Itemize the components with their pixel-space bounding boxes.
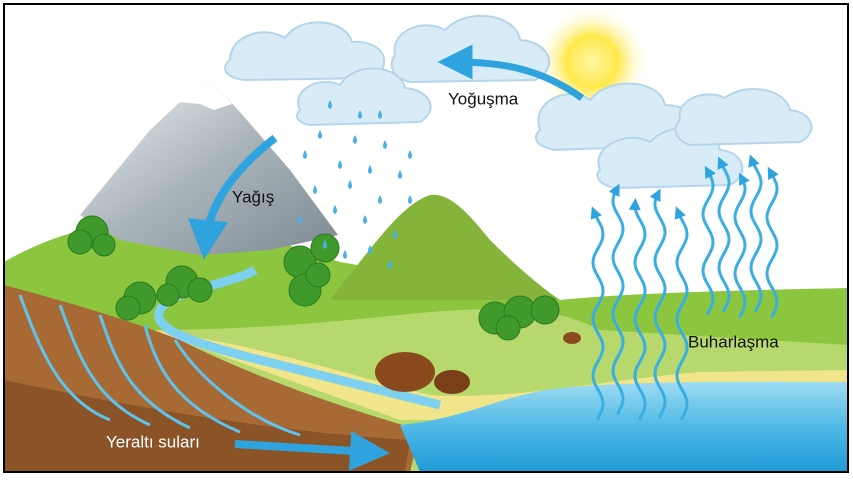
raindrop xyxy=(408,150,412,159)
evaporation-label: Buharlaşma xyxy=(688,332,779,351)
groundwater-label: Yeraltı suları xyxy=(106,432,200,451)
raindrop xyxy=(368,165,372,174)
raindrop xyxy=(318,130,322,139)
raindrop xyxy=(368,245,372,254)
raindrop xyxy=(313,185,317,194)
raindrop xyxy=(378,195,382,204)
raindrop xyxy=(303,150,307,159)
raindrop xyxy=(398,170,402,179)
raindrop xyxy=(343,250,347,259)
rock xyxy=(434,370,470,394)
raindrop xyxy=(408,195,412,204)
hill xyxy=(330,195,560,300)
precipitation-label: Yağış xyxy=(232,187,274,206)
raindrop xyxy=(383,140,387,149)
vapor-arrow xyxy=(751,160,761,312)
raindrop xyxy=(363,215,367,224)
raindrop xyxy=(333,205,337,214)
rock xyxy=(375,352,435,392)
rock xyxy=(563,332,581,344)
raindrop xyxy=(338,160,342,169)
raindrop xyxy=(348,180,352,189)
scenery xyxy=(4,4,848,472)
raindrop xyxy=(353,135,357,144)
condensation-label: Yoğuşma xyxy=(448,89,519,108)
water-cycle-diagram: Yoğuşma Yağış Buharlaşma Yeraltı suları xyxy=(0,0,853,480)
